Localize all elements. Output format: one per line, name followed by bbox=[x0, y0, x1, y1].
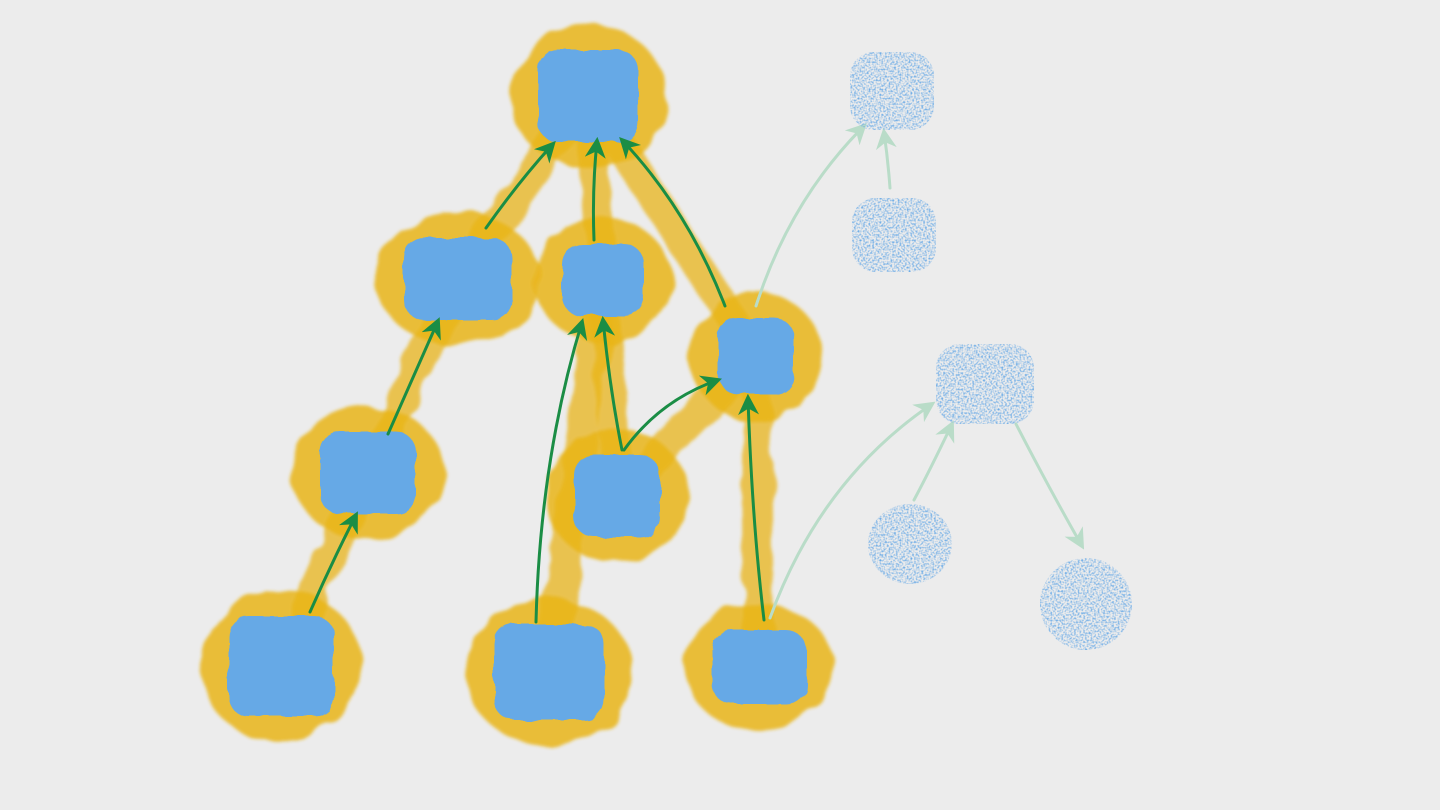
edge-l1-to-c1 bbox=[308, 511, 358, 614]
node-l1 bbox=[228, 616, 334, 716]
edge-l2-to-b2 bbox=[534, 317, 588, 624]
edge-c1-to-b1 bbox=[386, 317, 441, 436]
node-c1 bbox=[320, 432, 416, 514]
edge-c2-to-b2 bbox=[594, 315, 624, 452]
node-l3 bbox=[712, 630, 806, 704]
faded-node-f5 bbox=[1040, 558, 1132, 650]
edge-faded-b3-to-f1 bbox=[754, 123, 867, 308]
faded-node-f3 bbox=[936, 344, 1034, 424]
edge-b3-to-root bbox=[619, 136, 727, 308]
faded-node-f4 bbox=[868, 504, 952, 584]
faded-node-f2 bbox=[852, 198, 936, 272]
node-l2 bbox=[494, 624, 604, 720]
edge-faded-f2-to-f1 bbox=[875, 127, 897, 190]
edge-faded-l3-to-f3 bbox=[768, 401, 936, 620]
edge-faded-f4-to-f3 bbox=[912, 420, 955, 502]
node-b3 bbox=[718, 318, 794, 394]
node-b1 bbox=[404, 238, 512, 320]
node-b2 bbox=[562, 244, 644, 316]
edge-b1-to-root bbox=[484, 140, 556, 230]
edge-l3-to-b3 bbox=[738, 393, 766, 622]
edge-c2-to-b3 bbox=[622, 375, 722, 452]
faded-node-f1 bbox=[850, 52, 934, 130]
edge-faded-f3-to-f5 bbox=[1014, 422, 1085, 550]
node-root bbox=[538, 50, 638, 142]
edge-b2-to-root bbox=[584, 136, 606, 242]
node-c2 bbox=[574, 455, 660, 537]
